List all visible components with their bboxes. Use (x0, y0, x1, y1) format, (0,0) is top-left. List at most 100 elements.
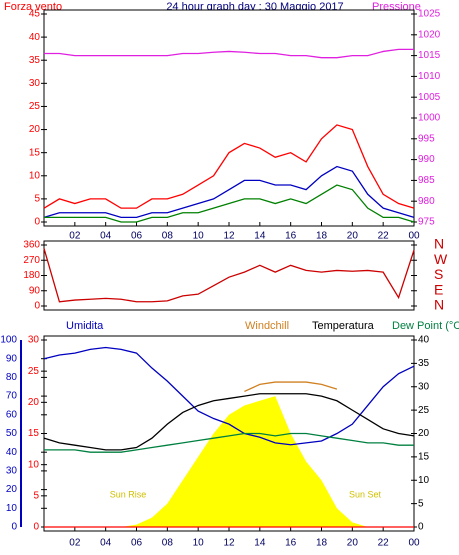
y3-tick-label: 0 (418, 522, 424, 533)
x-tick-label: 22 (378, 231, 390, 242)
y-tick-label: 50 (6, 428, 18, 439)
y-tick-label: 180 (23, 270, 40, 281)
y2-tick-label: 1025 (418, 9, 441, 20)
y2-tick-label: 5 (33, 490, 39, 501)
y-tick-label: 360 (23, 240, 40, 251)
y-tick-label: 0 (34, 301, 40, 312)
line (43, 393, 415, 451)
legend-entry: Windchill (245, 320, 289, 332)
y-tick-label: 90 (6, 353, 18, 364)
y-tick-label: 35 (29, 55, 41, 66)
y3-tick-label: 5 (418, 498, 424, 509)
x-tick-label: 04 (100, 538, 112, 549)
y3-tick-label: 40 (418, 335, 430, 346)
x-tick-label: 20 (347, 538, 359, 549)
y-tick-label: 10 (6, 503, 18, 514)
y-tick-label: 70 (6, 391, 18, 402)
x-tick-label: 18 (316, 231, 328, 242)
annotation: Sun Set (349, 489, 382, 499)
line (43, 346, 415, 446)
x-tick-label: 00 (408, 538, 420, 549)
annotation: Sun Rise (110, 489, 147, 499)
y2-tick-label: 1020 (418, 29, 441, 40)
y-tick-label: 80 (6, 372, 18, 383)
y2-tick-label: E (434, 281, 443, 297)
y-tick-label: 0 (34, 217, 40, 228)
y2-tick-label: 1000 (418, 113, 441, 124)
y-tick-label: 45 (29, 9, 41, 20)
x-tick-label: 10 (193, 231, 205, 242)
y3-tick-label: 20 (418, 428, 430, 439)
x-tick-label: 14 (254, 231, 266, 242)
y-tick-label: 270 (23, 255, 40, 266)
y2-tick-label: 980 (418, 196, 435, 207)
y3-tick-label: 30 (418, 381, 430, 392)
y2-tick-label: 975 (418, 217, 435, 228)
line (43, 165, 415, 219)
y2-tick-label: 995 (418, 133, 435, 144)
line (44, 184, 415, 223)
y-tick-label: 40 (6, 447, 18, 458)
y-tick-label: 30 (6, 466, 18, 477)
x-tick-label: 10 (193, 538, 205, 549)
y-tick-label: 30 (29, 78, 41, 89)
y3-tick-label: 35 (418, 358, 430, 369)
x-tick-label: 08 (162, 538, 174, 549)
legend-entry: Umidita (66, 320, 104, 332)
y-tick-label: 100 (0, 335, 17, 346)
y2-tick-label: 10 (28, 459, 40, 470)
y-tick-label: 25 (29, 101, 41, 112)
area (44, 396, 414, 527)
y-tick-label: 60 (6, 409, 18, 420)
x-tick-label: 18 (316, 538, 328, 549)
y2-tick-label: 1010 (418, 71, 441, 82)
y2-tick-label: 30 (28, 335, 40, 346)
legend-entry: Dew Point (°C (392, 320, 459, 332)
line (43, 124, 415, 209)
x-tick-label: 06 (131, 231, 143, 242)
y2-tick-label: 20 (28, 397, 40, 408)
y2-tick-label: 1005 (418, 92, 441, 103)
y2-tick-label: 1015 (418, 50, 441, 61)
x-tick-label: 00 (408, 231, 420, 242)
line (44, 48, 414, 59)
x-tick-label: 08 (162, 231, 174, 242)
y2-tick-label: 15 (28, 428, 40, 439)
x-tick-label: 04 (100, 231, 112, 242)
y2-tick-label: 990 (418, 154, 435, 165)
x-tick-label: 02 (69, 538, 81, 549)
y-tick-label: 40 (29, 32, 41, 43)
plot-frame (43, 9, 415, 227)
line (43, 248, 415, 303)
x-tick-label: 12 (223, 538, 235, 549)
line (44, 432, 414, 453)
y-tick-label: 15 (29, 147, 41, 158)
x-tick-label: 16 (285, 231, 297, 242)
x-tick-label: 12 (223, 231, 235, 242)
y-tick-label: 20 (6, 484, 18, 495)
line (244, 381, 338, 393)
y3-tick-label: 15 (418, 452, 430, 463)
y-tick-label: 10 (29, 170, 41, 181)
y3-tick-label: 25 (418, 405, 430, 416)
y2-tick-label: N (434, 297, 444, 313)
x-tick-label: 16 (285, 538, 297, 549)
y2-tick-label: 985 (418, 175, 435, 186)
y2-tick-label: 0 (33, 522, 39, 533)
y2-tick-label: N (434, 236, 444, 252)
legend-entry: Temperatura (312, 320, 375, 332)
y2-tick-label: W (434, 251, 448, 267)
x-tick-label: 20 (347, 231, 359, 242)
plot-frame (43, 240, 415, 311)
y-tick-label: 90 (29, 285, 41, 296)
y-tick-label: 20 (29, 124, 41, 135)
x-tick-label: 06 (131, 538, 143, 549)
x-tick-label: 14 (254, 538, 266, 549)
y-tick-label: 5 (34, 194, 40, 205)
y2-tick-label: 25 (28, 366, 40, 377)
x-tick-label: 22 (378, 538, 390, 549)
y2-tick-label: S (434, 266, 443, 282)
y-tick-label: 0 (11, 522, 17, 533)
x-tick-label: 02 (69, 231, 81, 242)
